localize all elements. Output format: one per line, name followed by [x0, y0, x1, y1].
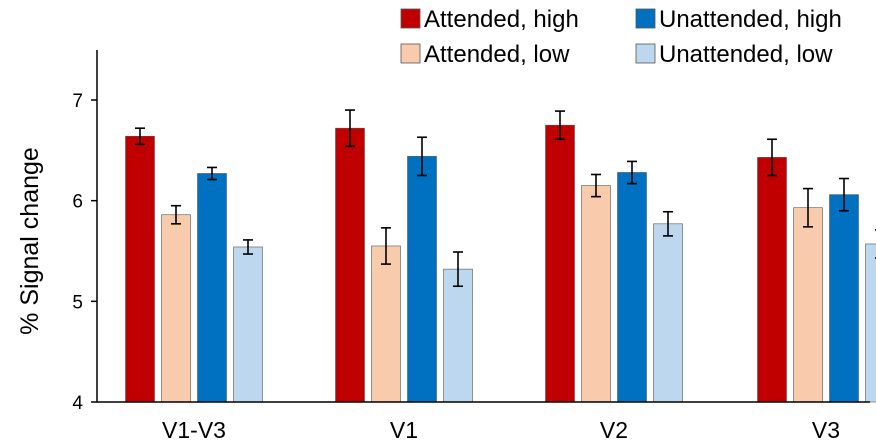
legend-label: Unattended, high — [659, 6, 842, 33]
y-tick-label: 4 — [72, 393, 83, 414]
legend-label: Unattended, low — [659, 41, 833, 68]
bar — [617, 172, 647, 403]
y-ticks: 4 5 6 7 — [72, 91, 97, 414]
bar — [233, 246, 263, 403]
legend-swatch — [635, 43, 656, 64]
bar — [829, 194, 859, 403]
legend-swatch — [400, 8, 421, 29]
legend-label: Attended, high — [424, 6, 579, 33]
bar — [125, 135, 155, 403]
legend-label: Attended, low — [424, 41, 570, 68]
legend: Attended, high Attended, low Unattended, h… — [400, 6, 842, 68]
bar — [545, 124, 575, 403]
bar — [197, 173, 227, 403]
bars — [125, 124, 876, 403]
y-tick-label: 5 — [72, 292, 83, 313]
bar — [407, 156, 437, 403]
bar — [757, 157, 787, 403]
y-tick-label: 6 — [72, 192, 83, 213]
bar — [581, 185, 611, 403]
bar — [793, 207, 823, 403]
x-category-label: V3 — [812, 417, 840, 443]
x-category-label: V1-V3 — [162, 417, 226, 443]
y-tick-label: 7 — [72, 91, 83, 112]
x-category-labels: V1-V3 V1 V2 V3 — [162, 417, 840, 443]
bar — [653, 223, 683, 403]
x-category-label: V2 — [600, 417, 628, 443]
y-axis-label: % Signal change — [16, 147, 44, 335]
bar — [335, 127, 365, 403]
error-bars — [135, 109, 876, 288]
legend-swatch — [400, 43, 421, 64]
bar — [865, 243, 876, 403]
bar — [371, 245, 401, 403]
legend-swatch — [635, 8, 656, 29]
x-category-label: V1 — [390, 417, 418, 443]
bar — [443, 268, 473, 403]
bar — [161, 214, 191, 403]
